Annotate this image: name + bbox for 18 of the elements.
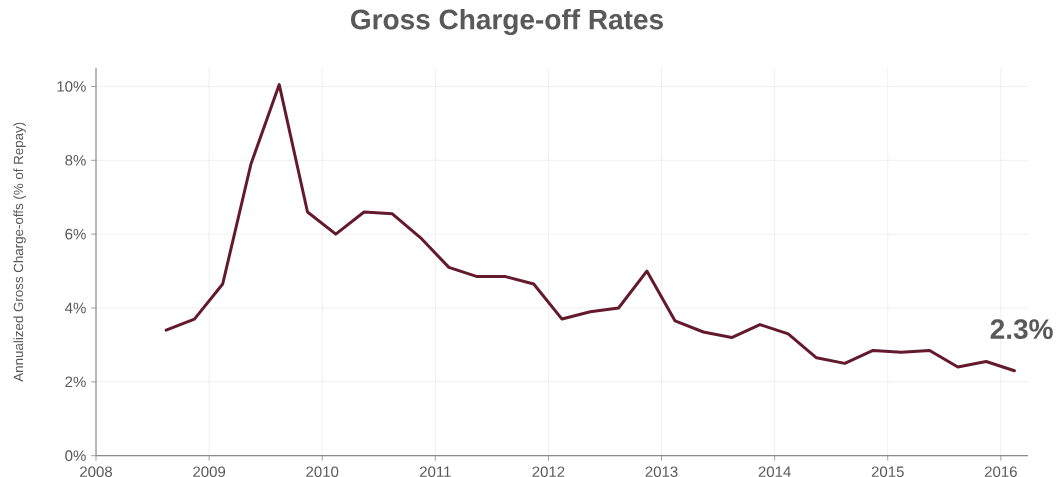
y-tick-label: 10% bbox=[57, 81, 86, 92]
x-tick-label: 2009 bbox=[193, 466, 226, 477]
x-tick-label: 2008 bbox=[80, 466, 113, 477]
y-tick-label: 0% bbox=[65, 450, 86, 461]
y-axis-title: Annualized Gross Charge-offs (% of Repay) bbox=[13, 122, 26, 382]
annotation: 2.3% bbox=[990, 319, 1053, 340]
x-tick-label: 2012 bbox=[532, 466, 565, 477]
chart-title: Gross Charge-off Rates bbox=[351, 8, 663, 36]
x-tick-label: 2010 bbox=[306, 466, 339, 477]
x-tick-label: 2013 bbox=[645, 466, 678, 477]
x-tick-label: 2014 bbox=[758, 466, 791, 477]
y-tick-label: 8% bbox=[65, 154, 86, 166]
y-tick-label: 4% bbox=[64, 302, 86, 314]
y-tick-label: 2% bbox=[65, 376, 86, 388]
y-tick-label: 6% bbox=[65, 228, 86, 240]
x-tick-label: 2016 bbox=[984, 466, 1017, 477]
x-tick-label: 2011 bbox=[419, 466, 451, 477]
x-tick-label: 2015 bbox=[871, 466, 904, 477]
